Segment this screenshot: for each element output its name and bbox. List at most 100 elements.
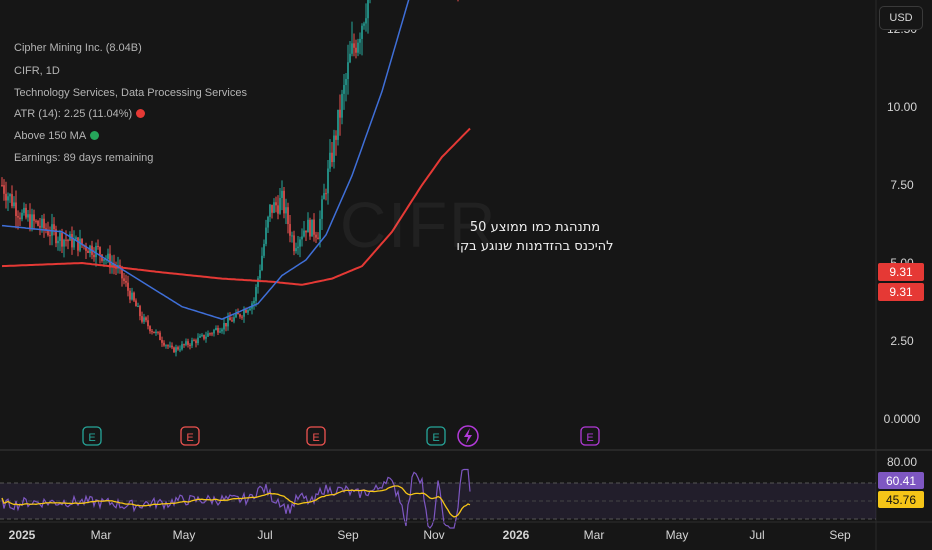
candle-body: [275, 202, 277, 206]
candle-body: [363, 23, 365, 26]
candle-body: [337, 109, 339, 140]
candle-body: [261, 255, 263, 271]
candle-body: [349, 53, 351, 63]
candle-body: [7, 196, 9, 201]
symbol-interval: CIFR, 1D: [14, 65, 60, 77]
candle-body: [49, 235, 51, 237]
candle-body: [311, 219, 313, 237]
candle-body: [253, 300, 255, 304]
candle-body: [151, 331, 153, 333]
ma150-line: [1, 127, 471, 286]
currency-button[interactable]: USD: [879, 6, 923, 30]
candle-body: [161, 340, 163, 343]
candle-body: [259, 270, 261, 279]
candle-body: [55, 229, 57, 244]
candle-body: [169, 345, 171, 347]
candle-body: [81, 238, 83, 246]
candle-body: [315, 234, 317, 238]
atr-label: ATR (14): 2.25 (11.04%): [14, 108, 133, 120]
candle-body: [361, 25, 363, 39]
candle-body: [257, 278, 259, 287]
candle-body: [175, 347, 177, 353]
symbol-watermark: CIFR: [340, 189, 498, 261]
candle-body: [237, 312, 239, 315]
candle-body: [53, 224, 55, 230]
chart-annotation: מתנהגת כמו ממוצע 50 להיכנס בהזדמנות שנוג…: [430, 218, 640, 256]
time-tick-label: Jul: [749, 528, 764, 542]
price-label-badge: [878, 263, 924, 281]
earnings-marker-box: [426, 426, 446, 446]
candle-body: [207, 333, 209, 337]
annotation-line-1: מתנהגת כמו ממוצע 50: [469, 220, 601, 235]
candle-body: [141, 316, 143, 322]
time-tick-label: Mar: [584, 528, 605, 542]
candle-body: [265, 227, 267, 244]
price-tick-label: 2.50: [890, 334, 914, 348]
earnings-marker-letter: E: [88, 432, 95, 444]
atr-indicator: ATR (14): 2.25 (11.04%): [14, 108, 146, 120]
candle-body: [127, 282, 129, 291]
candle-body: [307, 219, 309, 233]
candle-body: [353, 43, 355, 48]
candle-body: [327, 168, 329, 194]
candle-body: [121, 266, 123, 279]
earnings-marker-letter: E: [432, 432, 439, 444]
candle-body: [351, 43, 353, 54]
candle-body: [255, 286, 257, 301]
candle-body: [39, 225, 41, 228]
candle-body: [263, 243, 265, 256]
ma-label: Above 150 MA: [14, 130, 87, 142]
candle-body: [189, 344, 191, 346]
candle-body: [235, 312, 237, 318]
candle-body: [317, 237, 319, 240]
candle-body: [289, 224, 291, 236]
candle-body: [143, 317, 145, 322]
candle-body: [267, 216, 269, 228]
candle-body: [205, 336, 207, 339]
candle-body: [29, 214, 31, 229]
candle-body: [103, 259, 105, 261]
candle-body: [279, 197, 281, 214]
candle-body: [335, 135, 337, 140]
candle-body: [247, 310, 249, 313]
candle-body: [229, 317, 231, 321]
rsi-line: [1, 468, 471, 529]
candle-body: [79, 238, 81, 251]
time-tick-label: May: [666, 528, 689, 542]
candle-body: [147, 320, 149, 327]
candle-body: [219, 331, 221, 333]
candle-body: [239, 314, 241, 317]
candle-body: [75, 237, 77, 240]
candle-body: [51, 224, 53, 236]
candle-body: [15, 202, 17, 217]
earnings-event-icon: E: [180, 426, 200, 446]
candle-body: [313, 219, 315, 235]
earnings-event-icon: E: [426, 426, 446, 446]
candle-body: [159, 332, 161, 341]
candle-body: [245, 309, 247, 313]
candle-body: [23, 207, 25, 213]
price-label-badge: [878, 283, 924, 301]
candle-body: [303, 230, 305, 237]
candle-body: [73, 239, 75, 248]
candle-body: [233, 317, 235, 322]
candle-body: [201, 334, 203, 336]
candle-body: [43, 218, 45, 229]
ma50-line: [1, 0, 410, 321]
ma-indicator: Above 150 MA: [14, 130, 100, 142]
price-label-value: 9.31: [889, 285, 913, 299]
candle-body: [25, 207, 27, 218]
candle-body: [281, 190, 283, 198]
candle-body: [181, 344, 183, 350]
candle-body: [345, 79, 347, 85]
candle-body: [183, 344, 185, 346]
candle-body: [31, 214, 33, 229]
candle-body: [321, 199, 323, 219]
candle-body: [165, 345, 167, 347]
candle-body: [297, 246, 299, 249]
company-name: Cipher Mining Inc. (8.04B): [14, 42, 142, 54]
candle-body: [291, 235, 293, 237]
candle-body: [125, 280, 127, 283]
